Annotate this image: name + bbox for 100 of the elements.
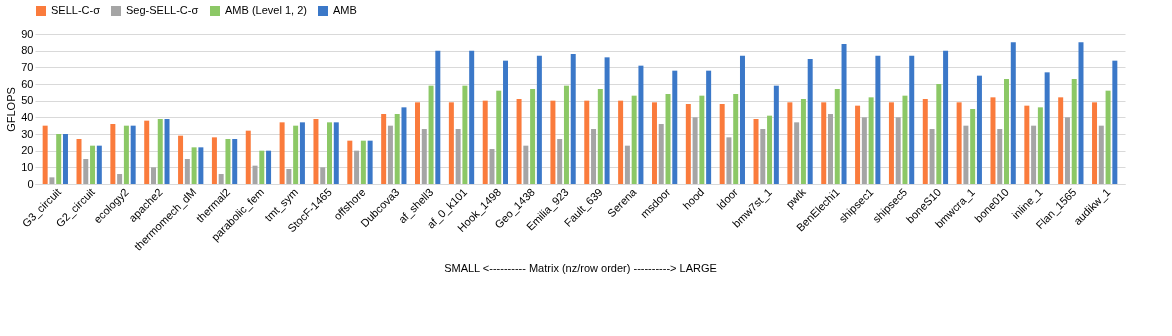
legend-label: AMB (333, 4, 357, 16)
bar (929, 129, 935, 184)
bar (868, 97, 874, 184)
bar (753, 119, 759, 184)
bar (130, 125, 136, 184)
bar (387, 125, 393, 184)
bar (279, 122, 285, 184)
bar (421, 129, 427, 184)
y-tick-label: 0 (27, 177, 34, 190)
bar (90, 145, 96, 184)
bar (536, 55, 542, 184)
bar (117, 174, 123, 184)
bar (401, 107, 407, 184)
y-tick-label: 40 (21, 110, 34, 123)
bar (266, 150, 272, 184)
bar (618, 100, 624, 184)
bar (624, 145, 630, 184)
bar (225, 139, 231, 184)
bar (563, 85, 569, 184)
bar (591, 129, 597, 184)
y-tick-label: 50 (21, 94, 34, 107)
bar (367, 140, 373, 184)
bar (1058, 97, 1064, 184)
bar (327, 122, 332, 184)
bar (800, 99, 806, 184)
bar (299, 122, 305, 184)
bar (42, 125, 48, 184)
bar (49, 177, 55, 184)
bar (834, 89, 840, 184)
bar (110, 124, 116, 184)
bar (875, 55, 881, 184)
bar (922, 99, 928, 184)
bar (184, 159, 190, 184)
legend-label: AMB (Level 1, 2) (225, 4, 307, 16)
bar (448, 102, 454, 184)
bar (956, 102, 962, 184)
bar (936, 84, 942, 184)
bar (841, 44, 847, 184)
bar (672, 70, 678, 184)
bar (1112, 60, 1118, 184)
bar (970, 109, 976, 184)
bar (530, 89, 536, 184)
bar (658, 124, 664, 184)
bar (1024, 105, 1030, 184)
bar (1010, 42, 1016, 184)
bar (773, 85, 779, 184)
bar (726, 137, 732, 184)
bar (692, 117, 698, 184)
bar (895, 117, 901, 184)
bar (178, 135, 184, 184)
bar (469, 50, 475, 184)
bar (787, 102, 793, 184)
bar (218, 174, 224, 184)
bar (523, 145, 529, 184)
y-tick-label: 80 (21, 44, 34, 57)
bar (157, 119, 163, 184)
bar (56, 134, 62, 184)
bar (144, 120, 150, 184)
bar (333, 122, 339, 184)
bar (1031, 125, 1037, 184)
bar (1098, 125, 1104, 184)
bar (651, 102, 657, 184)
bar (489, 149, 495, 184)
bar (990, 97, 996, 184)
bar (597, 89, 603, 184)
bar (164, 119, 170, 184)
bar (462, 85, 468, 184)
bar (496, 90, 502, 184)
y-tick-label: 30 (21, 127, 34, 140)
bar (861, 117, 867, 184)
bar (604, 57, 610, 184)
bar (232, 139, 238, 184)
bar (83, 159, 89, 184)
bar (1105, 90, 1111, 184)
bar (888, 102, 894, 184)
y-tick-label: 20 (21, 144, 34, 157)
bar (360, 140, 366, 184)
legend-label: Seg-SELL-C-σ (126, 4, 199, 16)
bar (293, 125, 299, 184)
bar (245, 130, 251, 184)
bar (1037, 107, 1043, 184)
bar (794, 122, 800, 184)
bar (1092, 102, 1098, 184)
bar (394, 114, 400, 184)
bar (828, 114, 833, 184)
bar (550, 100, 556, 184)
bar (807, 59, 813, 184)
bar (482, 100, 488, 184)
bar (516, 99, 522, 184)
bar (503, 60, 509, 184)
y-axis-title: GFLOPS (5, 87, 18, 132)
bar (1064, 117, 1070, 184)
bar (123, 125, 129, 184)
bar (191, 147, 197, 184)
bar (821, 102, 827, 184)
bar (259, 150, 265, 184)
bar (665, 94, 671, 184)
bar (909, 55, 915, 184)
bar (415, 102, 421, 184)
bar (584, 100, 590, 184)
